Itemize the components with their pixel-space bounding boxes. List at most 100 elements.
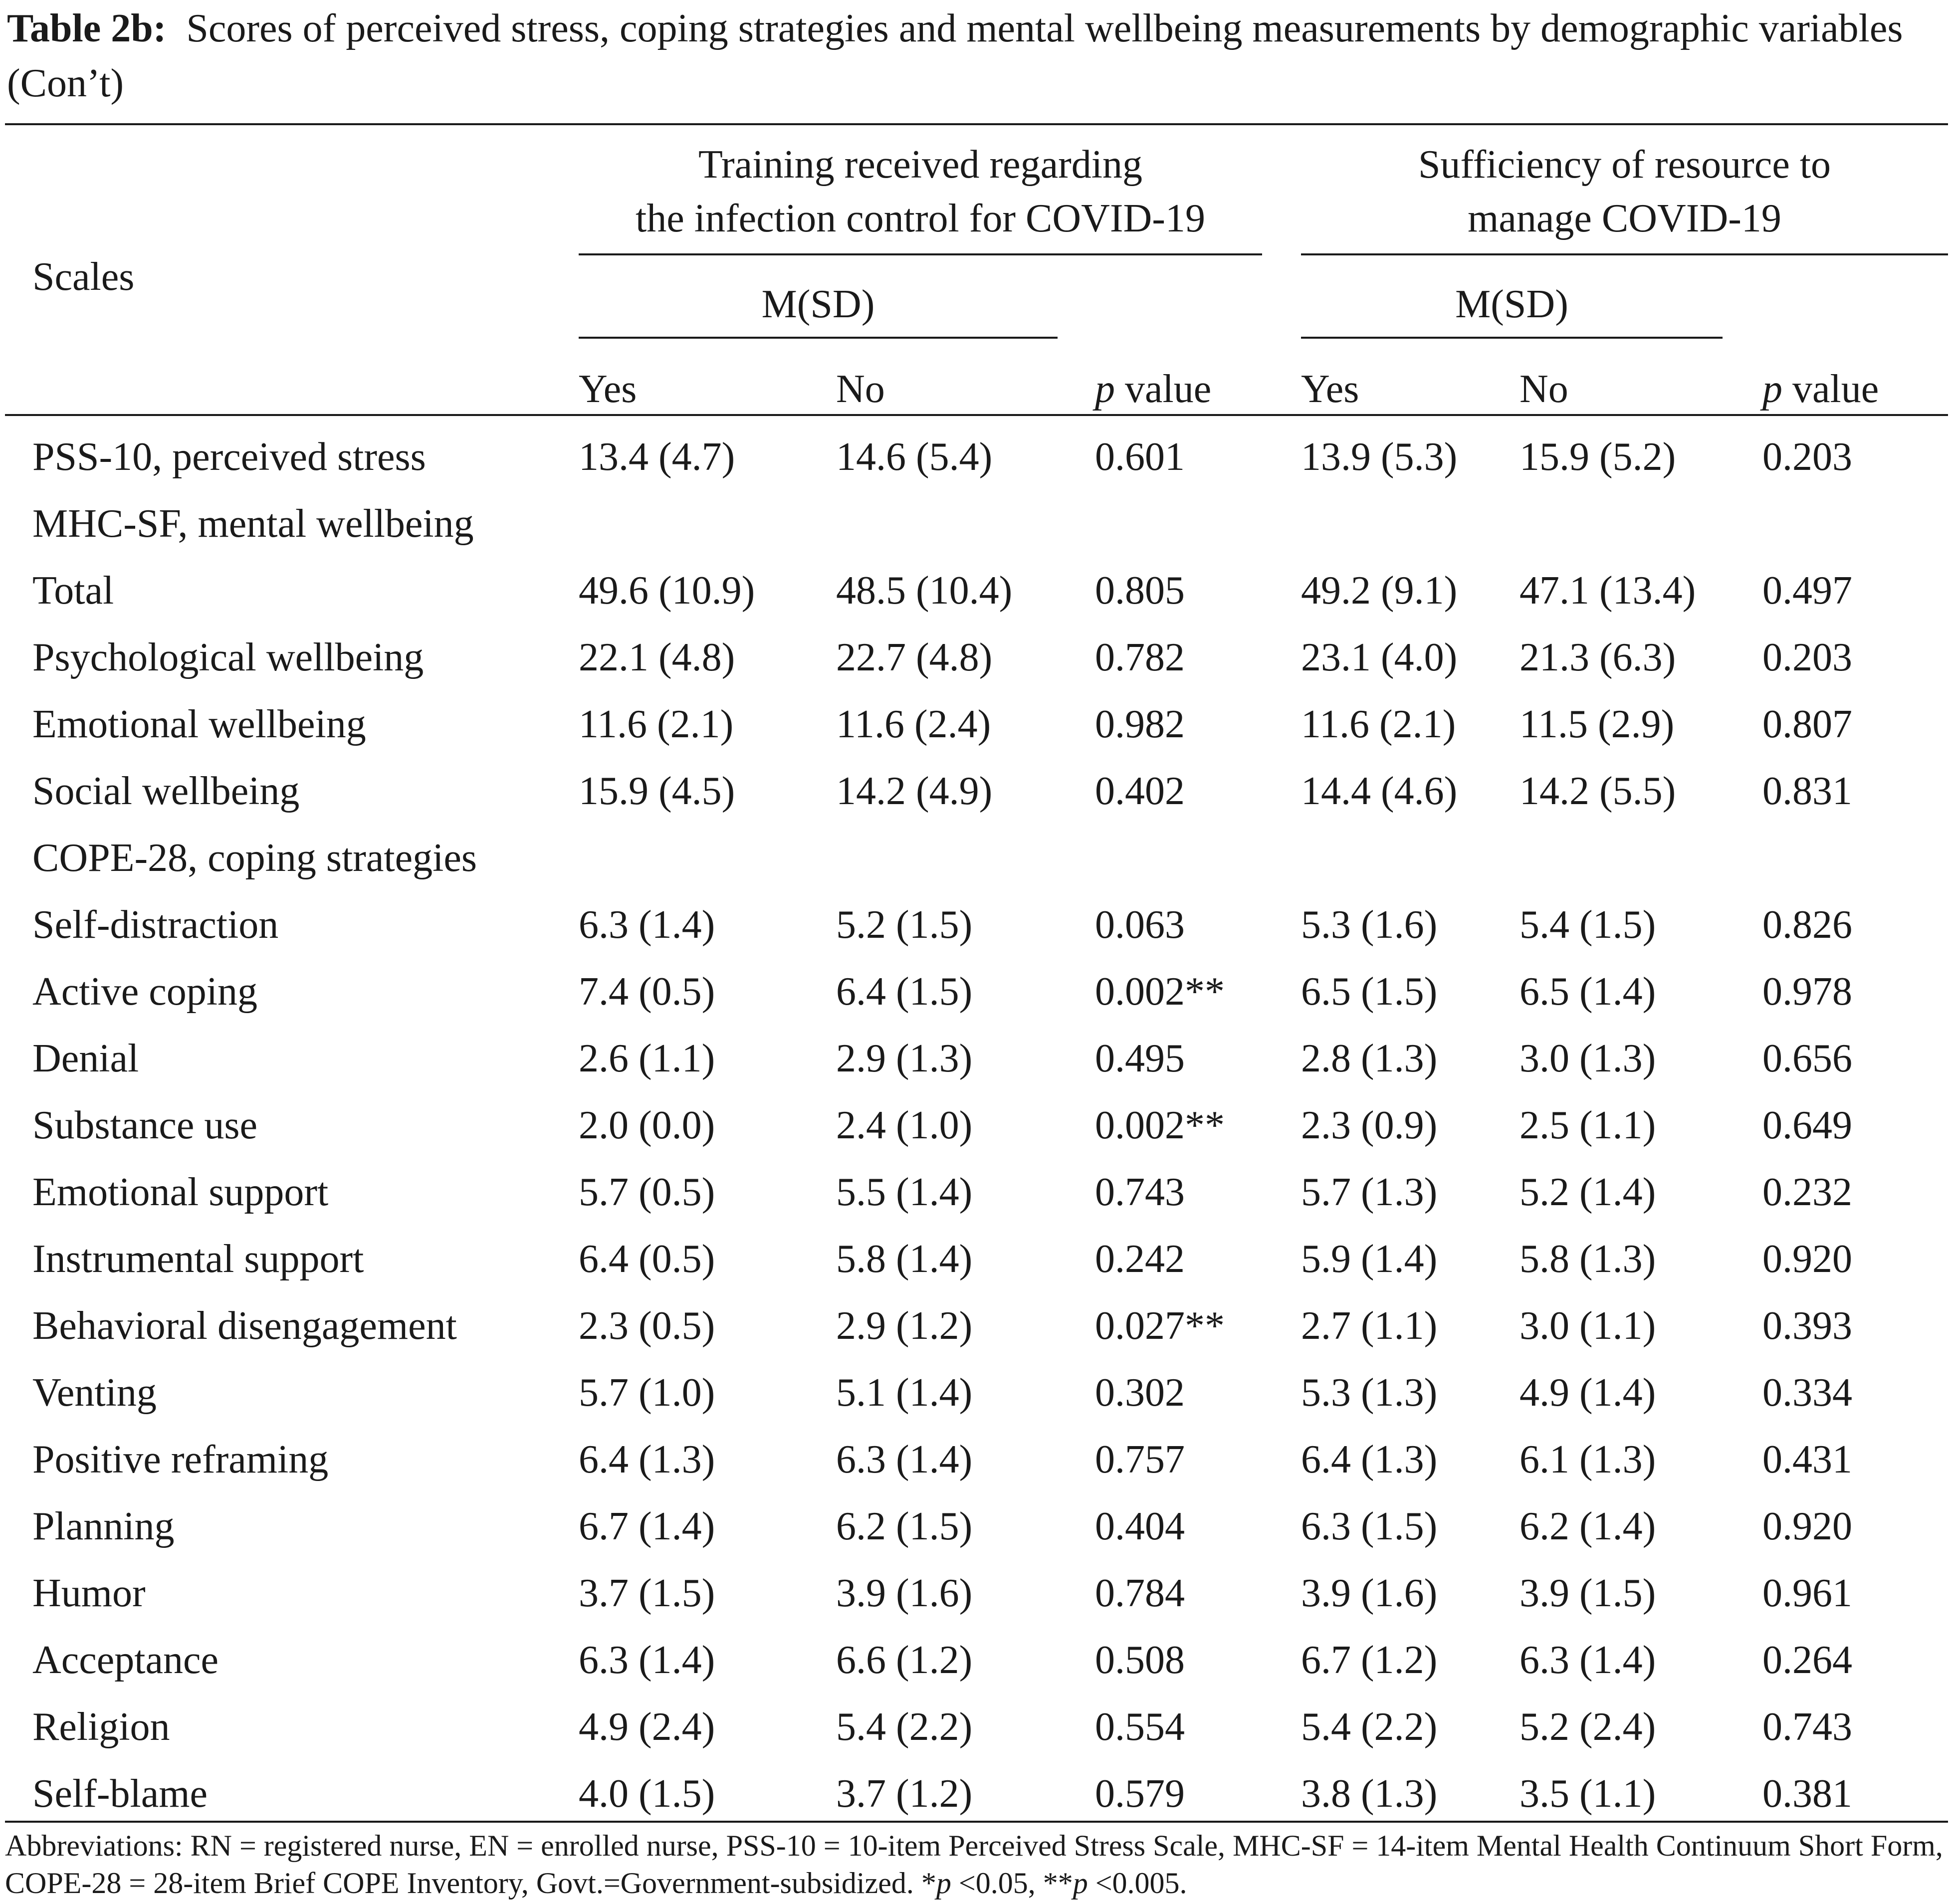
training-no: 22.7 (4.8)	[836, 635, 993, 679]
group2-p-header: p value	[1762, 364, 1879, 414]
resource-yes: 13.9 (5.3)	[1301, 435, 1458, 479]
training-yes: 2.6 (1.1)	[579, 1037, 715, 1080]
row-label: Denial	[32, 1037, 139, 1080]
resource-p: 0.203	[1762, 435, 1852, 479]
resource-p: 0.649	[1762, 1103, 1852, 1147]
resource-no: 6.1 (1.3)	[1519, 1438, 1656, 1481]
group1-header-line1: Training received regarding	[698, 143, 1143, 187]
resource-no: 6.5 (1.4)	[1519, 970, 1656, 1014]
group1-no-header: No	[836, 367, 885, 411]
resource-p: 0.961	[1762, 1571, 1852, 1615]
training-p: 0.805	[1095, 569, 1185, 613]
training-p: 0.242	[1095, 1237, 1185, 1281]
training-p: 0.402	[1095, 769, 1185, 813]
training-p: 0.002**	[1095, 970, 1225, 1014]
training-no: 6.4 (1.5)	[836, 970, 973, 1014]
resource-p: 0.831	[1762, 769, 1852, 813]
training-yes: 22.1 (4.8)	[579, 635, 735, 679]
resource-no: 11.5 (2.9)	[1519, 702, 1675, 746]
resource-no: 3.0 (1.1)	[1519, 1304, 1656, 1348]
msd1-rule	[579, 337, 1058, 339]
training-p: 0.302	[1095, 1371, 1185, 1415]
training-yes: 5.7 (1.0)	[579, 1371, 715, 1415]
training-yes: 6.3 (1.4)	[579, 903, 715, 947]
group2-msd-header: M(SD)	[1455, 282, 1568, 326]
resource-yes: 5.7 (1.3)	[1301, 1170, 1438, 1214]
resource-no: 2.5 (1.1)	[1519, 1103, 1656, 1147]
resource-no: 4.9 (1.4)	[1519, 1371, 1656, 1415]
resource-yes: 2.3 (0.9)	[1301, 1103, 1438, 1147]
footnote-p2: p	[1073, 1867, 1088, 1900]
resource-p: 0.920	[1762, 1504, 1852, 1548]
training-no: 2.4 (1.0)	[836, 1103, 973, 1147]
resource-no: 5.4 (1.5)	[1519, 903, 1656, 947]
resource-p: 0.264	[1762, 1638, 1852, 1682]
training-no: 14.6 (5.4)	[836, 435, 993, 479]
training-p: 0.554	[1095, 1705, 1185, 1749]
training-p: 0.495	[1095, 1037, 1185, 1080]
group2-rule	[1301, 253, 1948, 255]
resource-p: 0.743	[1762, 1705, 1852, 1749]
resource-yes: 2.8 (1.3)	[1301, 1037, 1438, 1080]
group1-p-header: p value	[1095, 364, 1211, 414]
row-label: Behavioral disengagement	[32, 1304, 457, 1348]
resource-p: 0.232	[1762, 1170, 1852, 1214]
training-no: 5.8 (1.4)	[836, 1237, 973, 1281]
resource-no: 3.5 (1.1)	[1519, 1772, 1656, 1816]
table-caption: Table 2b: Scores of perceived stress, co…	[7, 1, 1950, 111]
training-yes: 6.4 (1.3)	[579, 1438, 715, 1481]
resource-yes: 11.6 (2.1)	[1301, 702, 1456, 746]
training-no: 3.9 (1.6)	[836, 1571, 973, 1615]
row-label: Self-blame	[32, 1772, 208, 1816]
table-bottom-rule	[5, 1821, 1948, 1823]
training-yes: 7.4 (0.5)	[579, 970, 715, 1014]
training-no: 11.6 (2.4)	[836, 702, 991, 746]
resource-p: 0.978	[1762, 970, 1852, 1014]
row-label: Emotional support	[32, 1170, 329, 1214]
training-p: 0.601	[1095, 435, 1185, 479]
training-yes: 4.9 (2.4)	[579, 1705, 715, 1749]
group1-rule	[579, 253, 1262, 255]
training-no: 5.1 (1.4)	[836, 1371, 973, 1415]
training-yes: 13.4 (4.7)	[579, 435, 735, 479]
footnote-threshold1: <0.05, **	[951, 1867, 1073, 1900]
row-label: Acceptance	[32, 1638, 219, 1682]
resource-no: 5.2 (1.4)	[1519, 1170, 1656, 1214]
training-no: 6.6 (1.2)	[836, 1638, 973, 1682]
training-p: 0.757	[1095, 1438, 1185, 1481]
training-p: 0.743	[1095, 1170, 1185, 1214]
row-label: PSS-10, perceived stress	[32, 435, 426, 479]
row-label: Active coping	[32, 970, 257, 1014]
training-p: 0.063	[1095, 903, 1185, 947]
p-italic: p	[1762, 367, 1782, 411]
resource-yes: 3.9 (1.6)	[1301, 1571, 1438, 1615]
footnote-p1: p	[936, 1867, 951, 1900]
row-label: Total	[32, 569, 114, 613]
resource-p: 0.497	[1762, 569, 1852, 613]
training-p: 0.002**	[1095, 1103, 1225, 1147]
p-italic: p	[1095, 367, 1115, 411]
resource-no: 5.2 (2.4)	[1519, 1705, 1656, 1749]
row-label: Humor	[32, 1571, 146, 1615]
resource-no: 6.2 (1.4)	[1519, 1504, 1656, 1548]
resource-yes: 6.7 (1.2)	[1301, 1638, 1438, 1682]
header-bottom-rule	[5, 414, 1948, 416]
resource-no: 14.2 (5.5)	[1519, 769, 1676, 813]
row-label: Positive reframing	[32, 1438, 329, 1481]
section-label: MHC-SF, mental wellbeing	[32, 502, 474, 546]
training-no: 5.2 (1.5)	[836, 903, 973, 947]
resource-no: 21.3 (6.3)	[1519, 635, 1676, 679]
resource-yes: 2.7 (1.1)	[1301, 1304, 1438, 1348]
group1-header-line2: the infection control for COVID-19	[636, 197, 1205, 240]
p-value-label: value	[1115, 367, 1212, 411]
training-yes: 6.4 (0.5)	[579, 1237, 715, 1281]
resource-yes: 5.3 (1.6)	[1301, 903, 1438, 947]
resource-yes: 5.9 (1.4)	[1301, 1237, 1438, 1281]
row-label: Venting	[32, 1371, 157, 1415]
resource-p: 0.656	[1762, 1037, 1852, 1080]
footnote-threshold2: <0.005.	[1087, 1867, 1187, 1900]
training-p: 0.027**	[1095, 1304, 1225, 1348]
resource-yes: 6.3 (1.5)	[1301, 1504, 1438, 1548]
training-yes: 5.7 (0.5)	[579, 1170, 715, 1214]
training-p: 0.404	[1095, 1504, 1185, 1548]
